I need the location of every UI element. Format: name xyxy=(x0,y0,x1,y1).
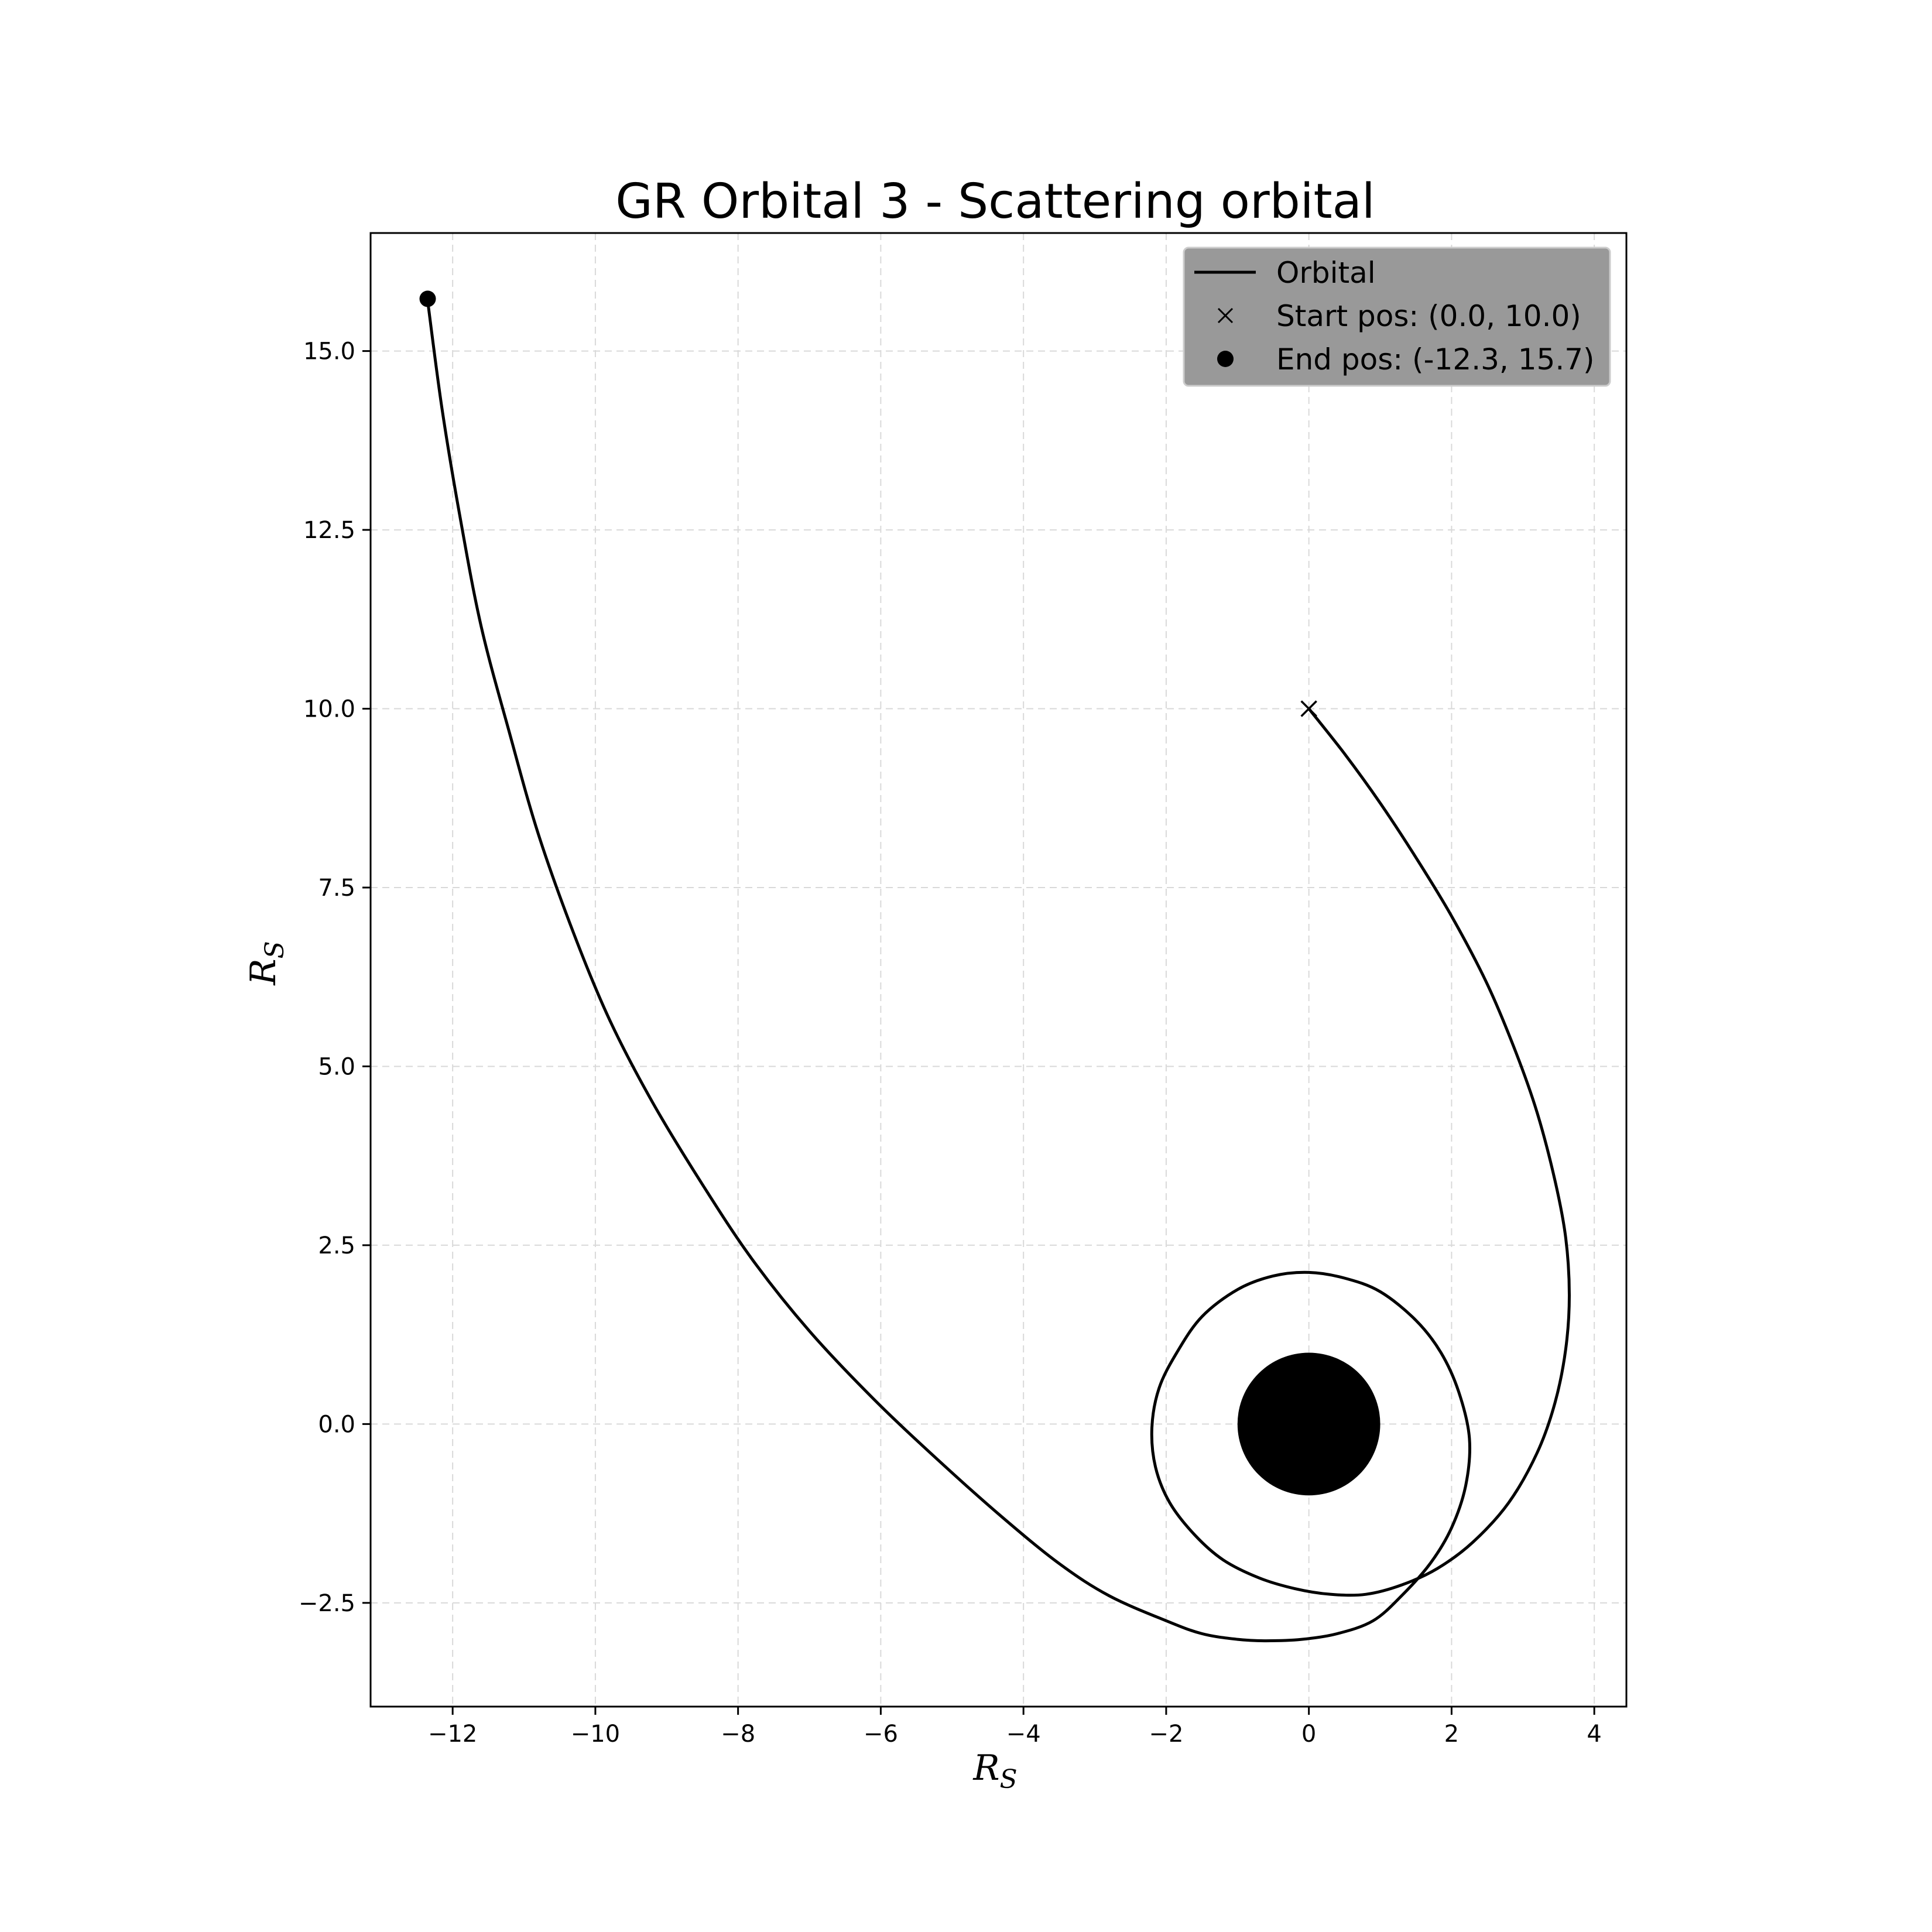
y-tick-label: 7.5 xyxy=(318,875,355,902)
x-tick-label: 2 xyxy=(1444,1721,1459,1748)
x-axis-label-subscript: S xyxy=(1000,1765,1018,1794)
x-tick-label: −6 xyxy=(864,1721,898,1748)
x-tick-label: −10 xyxy=(571,1721,620,1748)
x-tick-label: 4 xyxy=(1587,1721,1601,1748)
y-axis-label: RS xyxy=(243,941,290,985)
y-tick-label: −2.5 xyxy=(299,1590,355,1617)
x-tick-label: −4 xyxy=(1006,1721,1041,1748)
y-tick-label: 2.5 xyxy=(318,1232,355,1259)
series-layer xyxy=(426,300,1571,1643)
legend-orbital-label: Orbital xyxy=(1276,256,1376,290)
y-tick-label: 5.0 xyxy=(318,1053,355,1080)
x-tick-label: −8 xyxy=(721,1721,755,1748)
black-hole xyxy=(1237,1352,1381,1496)
marker-layer xyxy=(419,290,1317,717)
legend: Orbital Start pos: (0.0, 10.0) End pos: … xyxy=(1183,246,1611,387)
y-tick-label: 0.0 xyxy=(318,1411,355,1438)
start-position-marker xyxy=(1300,700,1317,717)
y-tick-label: 12.5 xyxy=(303,517,355,544)
x-tick-label: −12 xyxy=(428,1721,477,1748)
x-tick-label: −2 xyxy=(1149,1721,1183,1748)
x-axis-label-main: R xyxy=(972,1748,999,1789)
y-tick-label: 15.0 xyxy=(303,338,355,365)
y-axis-ticks: −2.5 0.0 2.5 5.0 7.5 10.0 12.5 15.0 xyxy=(299,338,371,1617)
end-position-marker xyxy=(419,290,436,307)
x-tick-label: 0 xyxy=(1301,1721,1316,1748)
orbital-line xyxy=(426,300,1571,1643)
axes xyxy=(369,232,1628,1708)
y-axis-label-main: R xyxy=(243,958,284,985)
legend-start-swatch xyxy=(1217,307,1234,324)
legend-end-label: End pos: (-12.3, 15.7) xyxy=(1276,342,1595,376)
chart-title: GR Orbital 3 - Scattering orbital xyxy=(615,174,1375,229)
legend-start-label: Start pos: (0.0, 10.0) xyxy=(1276,299,1581,333)
y-axis-label-subscript: S xyxy=(260,941,290,958)
y-tick-label: 10.0 xyxy=(303,696,355,723)
plot-frame xyxy=(369,232,1628,1708)
x-axis-label: RS xyxy=(972,1748,1017,1794)
legend-box xyxy=(1183,246,1611,387)
legend-end-swatch xyxy=(1217,351,1234,367)
start-marker-stroke xyxy=(1300,700,1317,717)
x-axis-ticks: −12 −10 −8 −6 −4 −2 0 2 4 xyxy=(428,1707,1602,1748)
